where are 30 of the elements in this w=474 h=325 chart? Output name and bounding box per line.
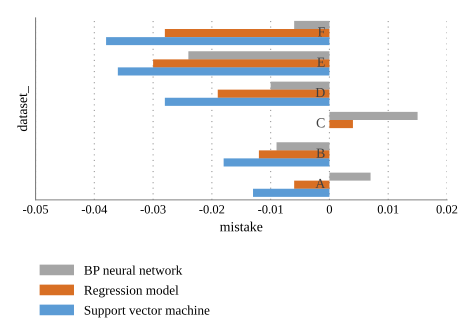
x-axis-title: mistake bbox=[220, 222, 262, 232]
legend-label: BP neural network bbox=[84, 265, 182, 275]
legend-label: Support vector machine bbox=[84, 305, 210, 318]
x-tick-label: 0.02 bbox=[436, 205, 458, 214]
x-tick-label: -0.04 bbox=[82, 205, 108, 214]
bar bbox=[118, 67, 330, 76]
x-tick-label: -0.05 bbox=[22, 205, 48, 214]
bar bbox=[224, 158, 330, 167]
y-tick-label: E bbox=[317, 58, 325, 67]
bar bbox=[258, 150, 330, 158]
y-tick-label: C bbox=[316, 118, 325, 128]
bar bbox=[329, 120, 353, 128]
bar bbox=[153, 59, 330, 68]
x-tick-label: -0.03 bbox=[140, 205, 166, 214]
bar bbox=[294, 180, 330, 189]
x-tick-label: 0 bbox=[326, 205, 332, 214]
legend-label: Regression model bbox=[84, 285, 179, 298]
y-tick-label: A bbox=[315, 178, 326, 188]
bar bbox=[164, 98, 330, 106]
x-tick-label: -0.01 bbox=[258, 205, 283, 214]
bar bbox=[106, 37, 330, 46]
y-tick-label: F bbox=[318, 27, 325, 36]
x-tick-label: -0.02 bbox=[199, 205, 224, 214]
bar bbox=[253, 188, 330, 197]
y-axis-title: dataset_ bbox=[17, 86, 29, 132]
y-tick-label: B bbox=[316, 148, 325, 158]
bar bbox=[164, 28, 330, 38]
bar bbox=[218, 90, 330, 98]
x-tick-label: 0.01 bbox=[378, 205, 398, 214]
y-tick-label: D bbox=[316, 88, 325, 98]
